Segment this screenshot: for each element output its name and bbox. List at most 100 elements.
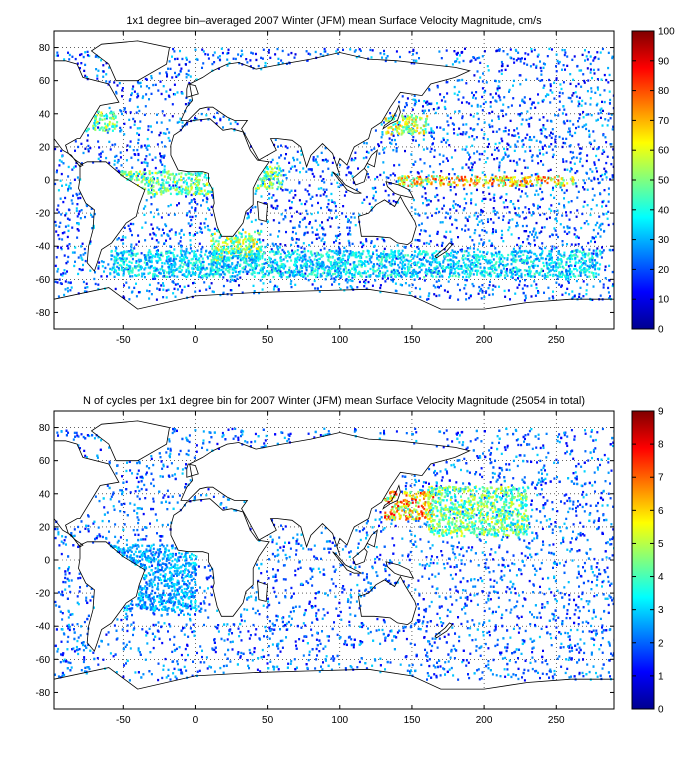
data-bin xyxy=(194,233,197,236)
data-bin xyxy=(88,54,91,58)
data-bin xyxy=(524,183,527,186)
data-bin xyxy=(561,240,564,243)
data-bin xyxy=(497,94,500,97)
data-bin xyxy=(185,249,188,253)
data-bin xyxy=(201,231,204,234)
data-bin xyxy=(162,156,165,159)
data-bin xyxy=(581,254,584,257)
data-bin xyxy=(536,55,539,58)
data-bin xyxy=(162,269,165,272)
data-bin xyxy=(293,275,296,278)
data-bin xyxy=(248,234,251,238)
data-bin xyxy=(514,278,517,282)
data-bin xyxy=(282,218,285,221)
data-bin xyxy=(98,261,101,264)
data-bin xyxy=(465,270,468,274)
data-bin xyxy=(510,184,513,187)
data-bin xyxy=(594,223,597,227)
data-bin xyxy=(281,61,284,65)
data-bin xyxy=(115,154,118,158)
data-bin xyxy=(589,264,592,267)
data-bin xyxy=(213,268,216,272)
data-bin xyxy=(211,243,214,247)
data-bin xyxy=(137,153,140,157)
data-bin xyxy=(173,50,176,53)
data-bin xyxy=(382,250,385,253)
data-bin xyxy=(491,293,494,296)
data-bin xyxy=(163,145,166,148)
data-bin xyxy=(330,192,333,196)
data-bin xyxy=(536,181,539,184)
data-bin xyxy=(549,89,552,92)
data-bin xyxy=(498,49,501,52)
data-bin xyxy=(228,250,231,253)
data-bin xyxy=(582,248,585,251)
data-bin xyxy=(511,260,514,263)
data-bin xyxy=(148,172,151,175)
data-bin xyxy=(596,221,599,225)
data-bin xyxy=(86,286,89,289)
data-bin xyxy=(91,227,94,230)
data-bin xyxy=(181,273,184,277)
data-bin xyxy=(452,204,455,207)
data-bin xyxy=(463,187,466,191)
data-bin xyxy=(448,144,451,147)
data-bin xyxy=(316,228,319,231)
data-bin xyxy=(422,202,425,205)
data-bin xyxy=(383,254,386,257)
data-bin xyxy=(349,233,352,236)
data-bin xyxy=(331,264,334,268)
data-bin xyxy=(469,235,472,239)
data-bin xyxy=(94,282,97,286)
data-bin xyxy=(430,147,433,151)
data-bin xyxy=(129,145,132,148)
data-bin xyxy=(586,283,589,286)
data-bin xyxy=(476,150,479,153)
data-bin xyxy=(161,182,164,185)
data-bin xyxy=(458,127,461,130)
data-bin xyxy=(549,168,552,172)
data-bin xyxy=(75,209,78,213)
data-bin xyxy=(358,213,361,216)
data-bin xyxy=(211,245,214,248)
data-bin xyxy=(591,266,594,269)
data-bin xyxy=(336,261,339,265)
data-bin xyxy=(471,163,474,166)
data-bin xyxy=(190,223,193,226)
data-bin xyxy=(231,239,234,242)
data-bin xyxy=(311,226,314,229)
data-bin xyxy=(516,243,519,247)
data-bin xyxy=(558,275,561,278)
data-bin xyxy=(408,118,411,121)
data-bin xyxy=(134,266,137,270)
data-bin xyxy=(294,283,297,287)
data-bin xyxy=(83,69,86,73)
data-bin xyxy=(544,246,547,250)
data-bin xyxy=(259,248,262,251)
data-bin xyxy=(318,236,321,239)
data-bin xyxy=(169,177,172,180)
data-bin xyxy=(343,194,346,197)
data-bin xyxy=(128,174,131,177)
data-bin xyxy=(500,229,503,233)
data-bin xyxy=(149,191,152,194)
data-bin xyxy=(488,179,491,183)
data-bin xyxy=(551,128,554,131)
data-bin xyxy=(101,114,104,117)
data-bin xyxy=(549,269,552,272)
data-bin xyxy=(213,272,216,276)
data-bin xyxy=(207,118,210,121)
data-bin xyxy=(402,109,405,112)
data-bin xyxy=(216,249,219,252)
data-bin xyxy=(469,272,472,276)
data-bin xyxy=(600,78,603,81)
data-bin xyxy=(366,260,369,263)
data-bin xyxy=(284,209,287,212)
data-bin xyxy=(421,195,424,198)
data-bin xyxy=(390,142,393,145)
data-bin xyxy=(419,175,422,179)
data-bin xyxy=(436,86,439,89)
data-bin xyxy=(590,114,593,117)
data-bin xyxy=(540,128,543,131)
data-bin xyxy=(151,176,154,179)
